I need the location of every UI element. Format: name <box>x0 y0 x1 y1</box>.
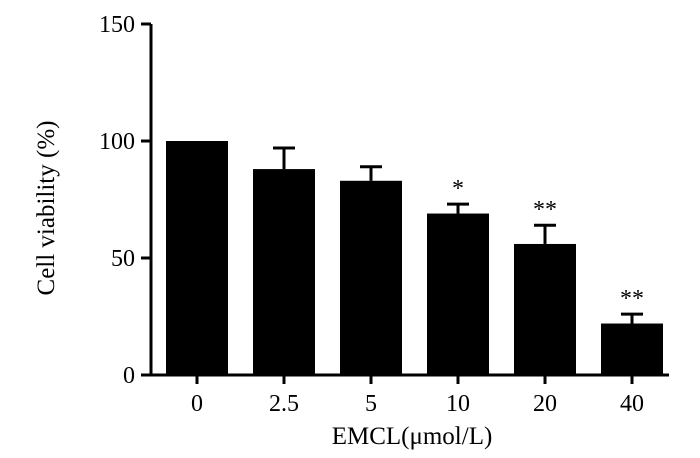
x-tick-label: 20 <box>533 391 557 417</box>
bar <box>601 323 663 375</box>
significance-marker: * <box>452 176 464 202</box>
bar <box>253 169 315 375</box>
significance-marker: ** <box>620 286 644 312</box>
y-tick-label: 0 <box>123 363 135 389</box>
significance-markers: ***** <box>452 176 644 312</box>
x-tick-label: 40 <box>620 391 644 417</box>
y-tick-label: 50 <box>111 246 135 272</box>
y-axis-title: Cell viability (%) <box>33 121 60 296</box>
y-axis: 0 50 100 150 <box>99 12 153 389</box>
x-tick-label: 5 <box>365 391 377 417</box>
bar <box>166 141 228 375</box>
bars <box>166 141 663 375</box>
y-tick-label: 100 <box>99 129 135 155</box>
x-tick-label: 0 <box>191 391 203 417</box>
significance-marker: ** <box>533 197 557 223</box>
x-axis-title: EMCL(μmol/L) <box>332 423 493 450</box>
x-tick-label: 10 <box>446 391 470 417</box>
bar <box>340 180 402 375</box>
bar <box>514 243 576 375</box>
bar <box>427 213 489 375</box>
x-tick-label: 2.5 <box>269 391 299 417</box>
x-axis: 0 2.5 5 10 20 40 <box>149 373 669 417</box>
error-bars <box>273 146 643 324</box>
y-tick-label: 150 <box>99 12 135 38</box>
